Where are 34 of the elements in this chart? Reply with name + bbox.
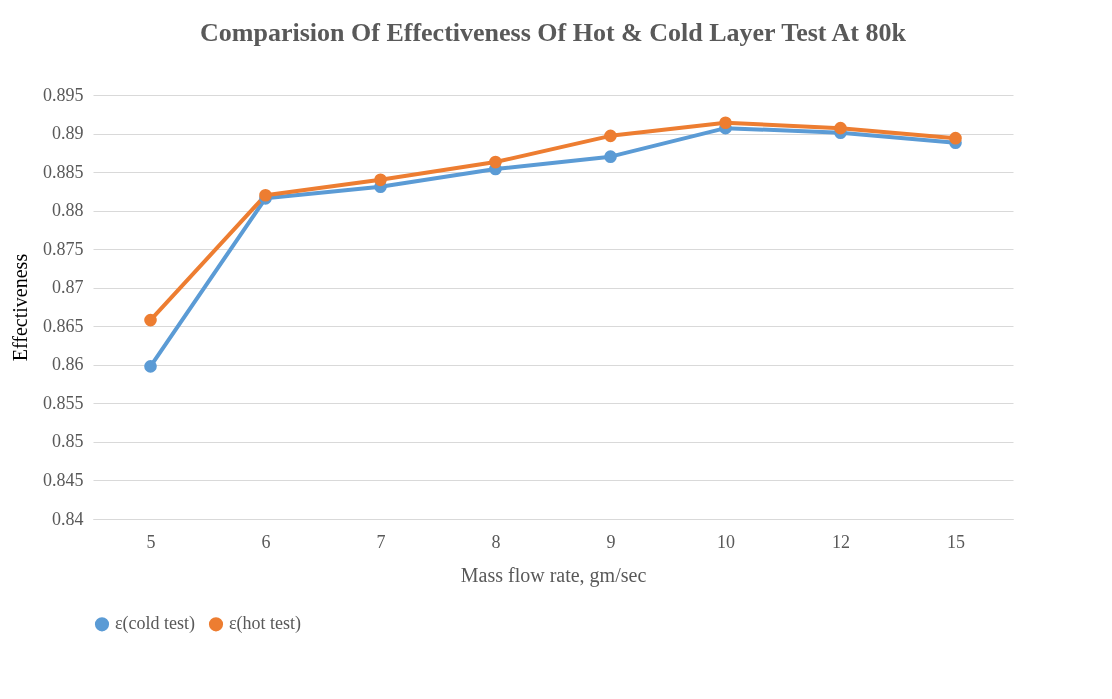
point — [489, 155, 502, 169]
y-tick-label: 0.84 — [52, 508, 84, 529]
y-tick-label: 0.865 — [43, 315, 84, 336]
chart-title: Comparision Of Effectiveness Of Hot & Cold Layer Test At 80k — [200, 18, 907, 47]
y-tick-label: 0.875 — [43, 238, 84, 259]
x-tick-label: 15 — [947, 531, 965, 552]
x-tick-label: 8 — [491, 531, 501, 552]
y-axis-title: Effectiveness — [9, 253, 31, 362]
x-tick-label: 5 — [146, 531, 156, 552]
x-tick-label: 10 — [717, 531, 735, 552]
x-tick-label: 12 — [832, 531, 850, 552]
point — [144, 360, 157, 373]
x-tick-label: 6 — [261, 531, 271, 552]
point — [719, 116, 732, 130]
point — [604, 129, 617, 143]
x-tick-label: 9 — [606, 531, 616, 552]
point — [374, 173, 387, 187]
x-axis-title: Mass flow rate, gm/sec — [460, 563, 647, 587]
x-tick-label: 7 — [376, 531, 386, 552]
y-tick-label: 0.88 — [52, 200, 84, 221]
y-tick-label: 0.86 — [52, 354, 84, 375]
y-tick-label: 0.885 — [43, 161, 84, 182]
y-tick-label: 0.89 — [52, 123, 84, 144]
legend-label: ε(cold test) — [115, 613, 196, 635]
y-tick-label: 0.845 — [43, 469, 84, 490]
point — [949, 131, 962, 145]
y-tick-label: 0.87 — [52, 277, 84, 298]
y-tick-label: 0.855 — [43, 392, 84, 413]
y-tick-label: 0.895 — [43, 84, 84, 105]
legend-label: ε(hot test) — [229, 613, 302, 635]
point — [144, 313, 157, 327]
point — [604, 150, 617, 163]
point — [834, 121, 847, 135]
y-tick-label: 0.85 — [52, 431, 84, 452]
